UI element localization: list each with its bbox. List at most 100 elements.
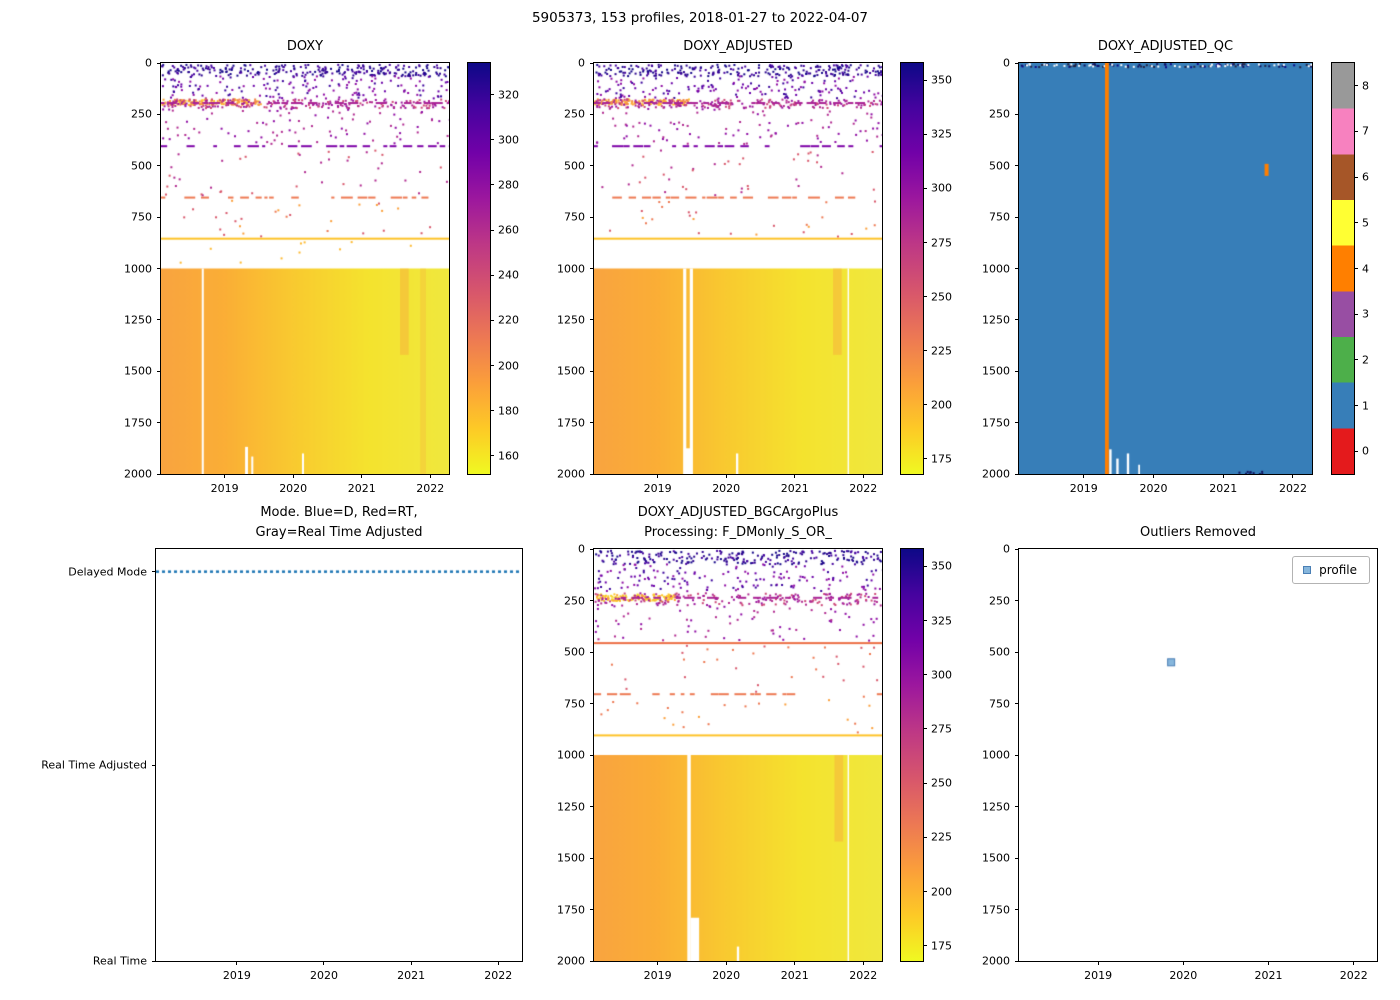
colorbar-tick-mark <box>923 242 927 244</box>
y-tick-label: 1500 <box>557 364 585 378</box>
y-tick-mark <box>590 319 594 321</box>
x-tick-label: 2020 <box>309 969 338 982</box>
colorbar-tick-mark <box>1354 450 1358 452</box>
y-tick-mark <box>590 473 594 475</box>
x-tick-mark <box>323 961 325 965</box>
legend-label: profile <box>1319 563 1357 577</box>
y-tick-label: 0 <box>578 56 585 70</box>
y-tick-label: 1250 <box>982 313 1010 327</box>
subplot-title-doxy-adjusted-qc: DOXY_ADJUSTED_QC <box>1097 38 1234 54</box>
y-tick-label: 1750 <box>982 416 1010 430</box>
y-tick-mark <box>590 960 594 962</box>
y-tick-mark <box>590 857 594 859</box>
y-tick-label: 2000 <box>557 954 585 968</box>
colorbar-tick-label: 220 <box>498 313 519 327</box>
colorbar-tick-mark <box>923 79 927 81</box>
x-tick-label: 2021 <box>1209 482 1238 495</box>
legend: profile <box>1292 556 1370 584</box>
x-tick-label: 2019 <box>210 482 239 495</box>
y-tick-label: 2000 <box>982 954 1010 968</box>
x-tick-label: 2019 <box>643 969 672 982</box>
y-tick-label: 1000 <box>982 262 1010 275</box>
subplot-title-bgcargoplus: DOXY_ADJUSTED_BGCArgoPlus Processing: F_… <box>637 505 839 540</box>
y-tick-label: 1750 <box>124 416 152 430</box>
y-tick-mark <box>1015 600 1019 601</box>
colorbar-tick-label: 250 <box>931 776 952 790</box>
colorbar-tick-mark <box>1354 176 1358 178</box>
colorbar-tick-label: 275 <box>931 236 952 250</box>
x-tick-label: 2020 <box>1169 969 1198 982</box>
y-tick-label: 250 <box>989 107 1010 121</box>
colorbar-tick-label: 2 <box>1362 353 1369 367</box>
colorbar-tick-label: 180 <box>498 404 519 418</box>
y-tick-mark <box>152 960 156 962</box>
x-tick-mark <box>794 961 796 965</box>
y-tick-label: 250 <box>131 107 152 121</box>
y-tick-label: 250 <box>564 107 585 121</box>
y-tick-mark <box>590 113 594 115</box>
subplot-title-doxy-adjusted: DOXY_ADJUSTED <box>683 38 793 54</box>
doxy-heatmap-canvas <box>161 63 449 474</box>
colorbar-tick-mark <box>490 319 494 321</box>
y-tick-mark <box>1015 857 1019 859</box>
colorbar-tick-mark <box>923 620 927 622</box>
colorbar-tick-label: 225 <box>931 344 952 358</box>
x-tick-label: 2022 <box>1339 969 1368 982</box>
subplot-title-doxy: DOXY <box>286 38 324 54</box>
colorbar-tick-label: 280 <box>498 178 519 192</box>
colorbar-tick-label: 8 <box>1362 79 1369 93</box>
x-tick-label: 2022 <box>416 482 445 495</box>
colorbar-tick-mark <box>490 184 494 186</box>
x-tick-label: 2021 <box>780 482 809 495</box>
colorbar-tick-mark <box>1354 359 1358 361</box>
doxy-adjusted-heatmap-canvas <box>594 63 882 474</box>
x-tick-label: 2020 <box>279 482 308 495</box>
y-tick-mark <box>157 319 161 321</box>
x-tick-mark <box>429 474 431 478</box>
colorbar-gradient <box>1332 63 1354 474</box>
y-tick-mark <box>590 370 594 372</box>
x-tick-mark <box>224 474 226 478</box>
y-tick-mark <box>157 473 161 475</box>
colorbar-tick-label: 350 <box>931 559 952 573</box>
x-tick-mark <box>1097 961 1099 965</box>
y-tick-mark <box>590 268 594 269</box>
x-tick-mark <box>725 474 727 478</box>
outliers-scatter-canvas <box>1019 549 1377 961</box>
y-tick-label: 0 <box>1003 542 1010 556</box>
colorbar-tick-label: 1 <box>1362 399 1369 412</box>
y-tick-mark <box>1015 319 1019 321</box>
x-tick-label: 2021 <box>397 969 426 982</box>
y-tick-label: 500 <box>564 645 585 659</box>
colorbar-tick-mark <box>923 133 927 135</box>
x-tick-label: 2022 <box>1278 482 1307 495</box>
colorbar-tick-label: 175 <box>931 939 952 953</box>
x-tick-label: 2021 <box>1254 969 1283 982</box>
x-tick-mark <box>292 474 294 478</box>
colorbar-tick-mark <box>923 404 927 406</box>
x-tick-label: 2019 <box>643 482 672 495</box>
y-tick-label: 1250 <box>557 800 585 813</box>
y-tick-mark <box>152 571 156 573</box>
y-tick-mark <box>1015 909 1019 910</box>
bgcargoplus-heatmap-canvas <box>594 549 882 961</box>
subplot-doxy-adjusted-bgcargoplus: DOXY_ADJUSTED_BGCArgoPlus Processing: F_… <box>557 505 883 982</box>
colorbar-tick-label: 6 <box>1362 170 1369 184</box>
y-tick-mark <box>590 165 594 167</box>
colorbar-tick-mark <box>923 891 927 893</box>
y-tick-label: 750 <box>989 697 1010 710</box>
y-tick-label: 2000 <box>124 467 152 481</box>
colorbar-gradient <box>901 63 923 474</box>
colorbar-tick-mark <box>490 229 494 231</box>
colorbar-tick-mark <box>923 836 927 838</box>
y-tick-mark <box>152 764 156 766</box>
y-tick-mark <box>590 548 594 550</box>
colorbar-tick-label: 325 <box>931 614 952 628</box>
x-tick-mark <box>410 961 412 965</box>
colorbar-tick-mark <box>490 365 494 367</box>
y-tick-label: 1500 <box>982 364 1010 378</box>
y-tick-mark <box>157 216 161 218</box>
y-tick-mark <box>157 165 161 167</box>
y-tick-label: 750 <box>989 210 1010 224</box>
y-tick-mark <box>1015 703 1019 704</box>
